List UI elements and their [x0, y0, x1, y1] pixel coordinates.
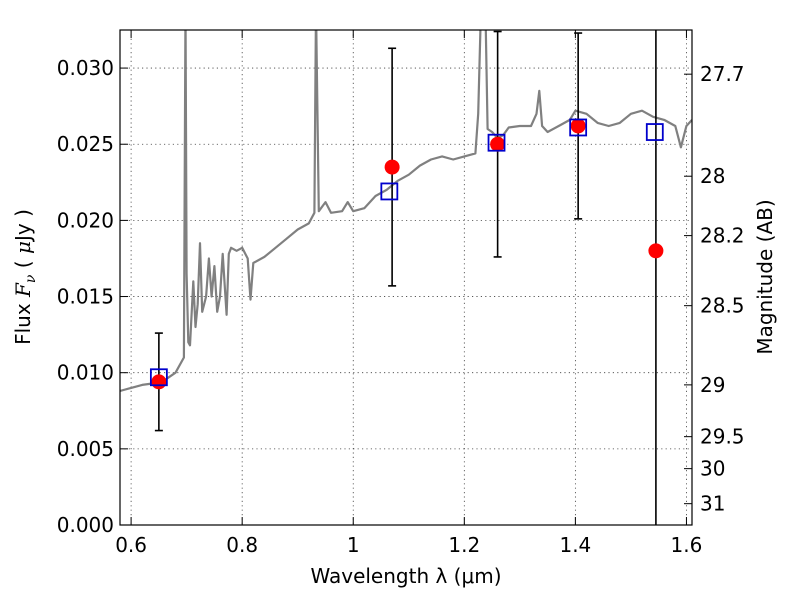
right-tick-label: 30 — [700, 457, 725, 481]
y-axis-label: Flux Fν ( μJy ) — [11, 209, 39, 345]
plot-background — [120, 30, 692, 525]
model-flux-square — [487, 133, 506, 152]
y-tick-label: 0.015 — [57, 285, 114, 309]
right-tick-label: 29.5 — [700, 425, 745, 449]
y-tick-label: 0.020 — [57, 208, 114, 232]
x-tick-label: 0.6 — [115, 533, 147, 557]
y-tick-label: 0.005 — [57, 437, 114, 461]
right-axis-label: Magnitude (AB) — [753, 199, 777, 354]
right-tick-label: 29 — [700, 373, 725, 397]
x-axis-ticks: 0.6 0.8 1 1.2 1.4 1.6 — [115, 30, 702, 557]
photometry-point — [648, 243, 664, 259]
model-spectrum-line — [120, 30, 692, 393]
y-tick-label: 0.010 — [57, 361, 114, 385]
model-flux-square — [645, 123, 664, 141]
y-tick-label: 0.030 — [57, 56, 114, 80]
photometry-point — [490, 136, 506, 152]
x-tick-label: 1 — [347, 533, 360, 557]
right-tick-label: 28.2 — [700, 224, 745, 248]
right-tick-label: 31 — [700, 492, 725, 516]
model-spectrum-layer — [120, 30, 692, 393]
y-axis-ticks: 0.000 0.005 0.010 0.015 0.020 0.025 0.030 — [57, 56, 128, 537]
model-flux-square — [569, 118, 588, 137]
model-flux-square — [149, 368, 168, 387]
right-axis-ticks: 27.7 28 28.2 28.5 29 29.5 30 31 — [684, 62, 745, 516]
right-tick-label: 27.7 — [700, 62, 745, 86]
y-tick-label: 0.025 — [57, 132, 114, 156]
plot-frame — [119, 29, 693, 526]
y-tick-label: 0.000 — [57, 513, 114, 537]
right-tick-label: 28.5 — [700, 294, 745, 318]
x-tick-label: 1.2 — [448, 533, 480, 557]
model-flux-layer — [149, 118, 664, 387]
x-axis-label: Wavelength λ (μm) — [310, 564, 501, 588]
x-tick-label: 1.4 — [559, 533, 591, 557]
right-tick-label: 28 — [700, 164, 725, 188]
grid-lines — [120, 30, 692, 525]
photometry-layer — [151, 118, 664, 390]
photometry-point — [384, 159, 400, 175]
x-tick-label: 0.8 — [226, 533, 258, 557]
x-tick-label: 1.6 — [671, 533, 703, 557]
photometry-point — [151, 374, 167, 390]
photometry-point — [570, 118, 586, 134]
model-flux-square — [380, 182, 399, 201]
